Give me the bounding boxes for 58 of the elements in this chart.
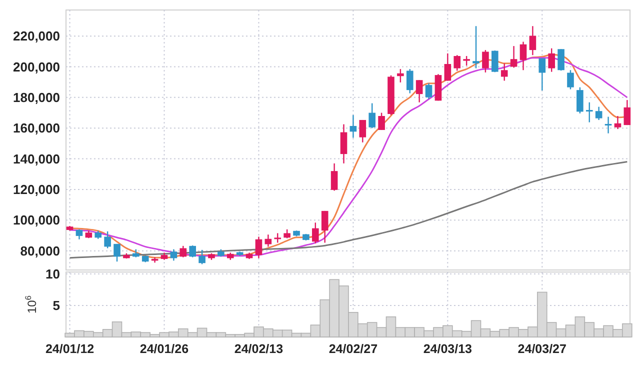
candlestick <box>255 236 262 259</box>
candlestick <box>359 119 366 143</box>
y-tick-label: 5 <box>52 298 60 313</box>
candlestick <box>472 26 480 69</box>
candlestick <box>548 48 555 72</box>
candlestick <box>321 210 328 244</box>
candlestick <box>330 162 338 192</box>
candlestick <box>586 102 593 123</box>
candlestick <box>482 49 489 74</box>
candlestick <box>492 50 498 73</box>
candlestick <box>538 58 546 92</box>
candlestick <box>114 243 120 262</box>
candlestick <box>416 80 423 103</box>
candlestick <box>350 114 357 138</box>
candlestick <box>614 115 622 130</box>
x-tick-label: 24/03/13 <box>423 342 472 356</box>
candlestick <box>378 112 385 131</box>
candlestick <box>595 106 602 121</box>
candlestick <box>558 48 564 72</box>
candlestick <box>189 244 196 258</box>
y-tick-label: 160,000 <box>13 120 60 136</box>
x-tick-label: 24/01/12 <box>45 342 94 356</box>
candlestick <box>312 222 319 244</box>
candlestick <box>76 228 83 240</box>
candlestick <box>500 62 508 82</box>
y-tick-label: 220,000 <box>13 28 60 44</box>
line-series <box>69 160 628 259</box>
candlestick <box>510 45 518 68</box>
candlestick <box>170 248 178 262</box>
candlestick <box>368 102 376 129</box>
candlestick <box>624 99 631 126</box>
y-tick-label: 140,000 <box>13 151 60 166</box>
candlestick <box>604 116 612 134</box>
candlestick <box>576 86 584 114</box>
y-tick-label: 10 <box>46 266 60 282</box>
x-tick-label: 24/02/13 <box>234 342 284 356</box>
x-tick-label: 24/03/27 <box>518 342 567 356</box>
y-tick-label: 120,000 <box>13 182 60 198</box>
candlestick <box>340 124 348 164</box>
candlestick <box>397 68 404 83</box>
x-tick-label: 24/01/26 <box>140 342 189 356</box>
candlestick <box>444 52 452 82</box>
candlestick <box>425 82 432 100</box>
y-tick-label: 180,000 <box>13 90 60 105</box>
y-tick-label: 100,000 <box>13 212 60 228</box>
candlestick <box>567 70 574 90</box>
candlestick <box>454 54 461 72</box>
candlestick <box>104 230 111 249</box>
candlestick <box>520 41 527 71</box>
candlestick <box>406 68 414 94</box>
y-tick-label: 200,000 <box>13 59 60 74</box>
candlestick <box>274 232 282 244</box>
x-tick-label: 24/02/27 <box>328 342 378 356</box>
y-tick-label: 80,000 <box>20 243 60 258</box>
candlestick <box>198 249 206 265</box>
candlestick <box>529 26 536 56</box>
candlestick <box>180 245 187 258</box>
candlestick <box>463 55 470 66</box>
